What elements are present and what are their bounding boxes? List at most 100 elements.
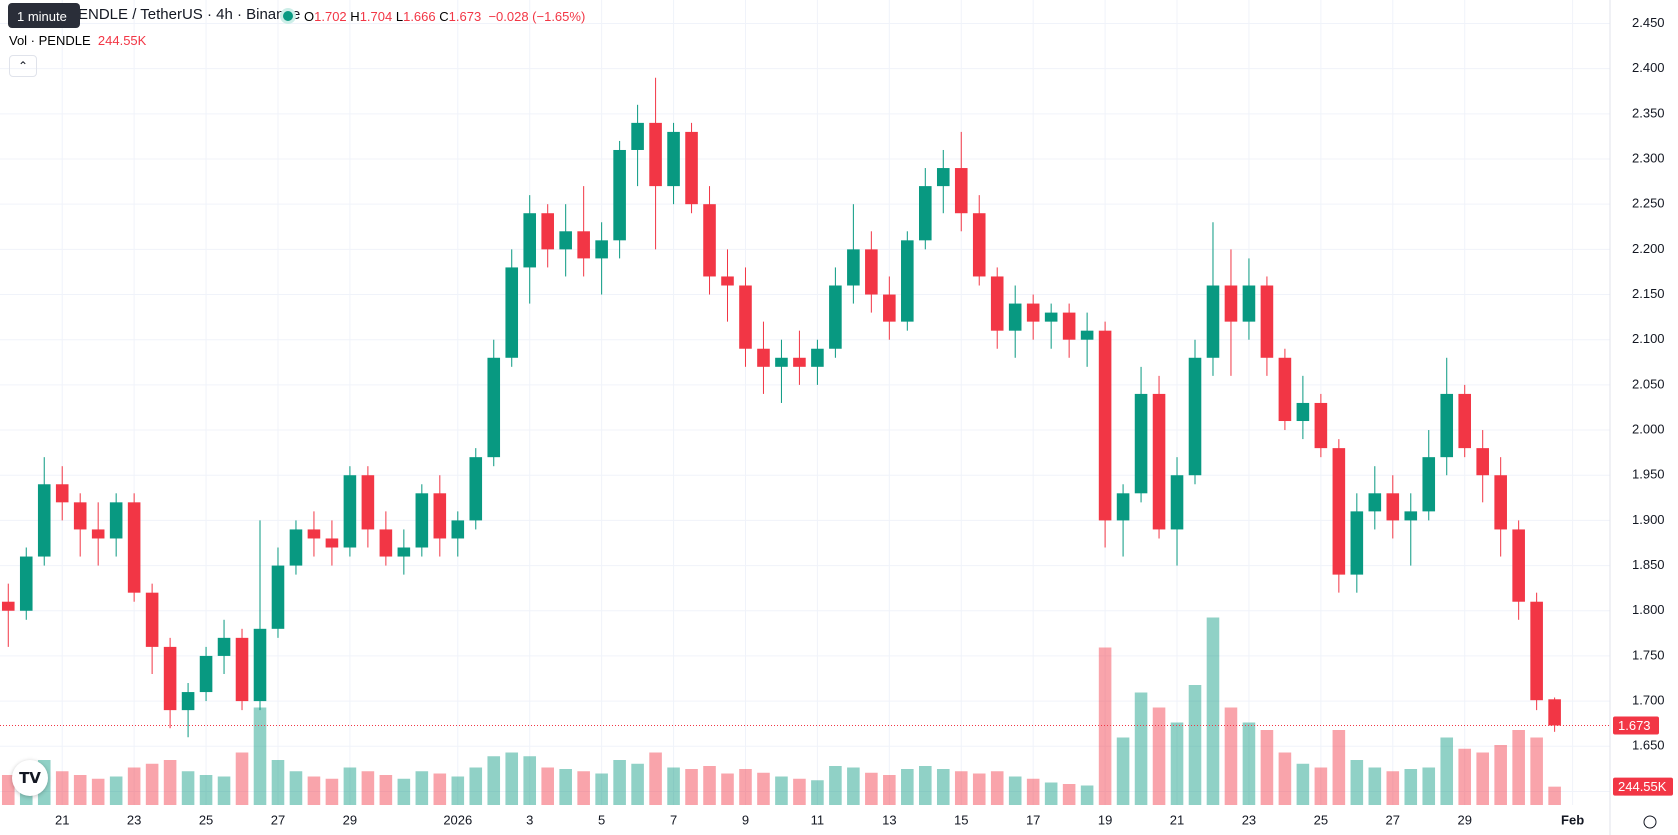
y-tick-label: 2.000	[1632, 421, 1665, 436]
candle-body	[1476, 448, 1489, 476]
collapse-button[interactable]: ⌃	[9, 55, 37, 77]
candle-body	[19, 556, 33, 611]
candle-body	[972, 213, 986, 277]
volume-bar	[73, 775, 87, 805]
volume-bar	[1134, 692, 1148, 805]
volume-label-box	[1613, 777, 1673, 796]
candle-body	[1026, 303, 1040, 322]
volume-bar	[1350, 760, 1364, 805]
volume-bar	[1170, 722, 1184, 805]
candle-body	[55, 484, 69, 503]
candle-body	[1044, 312, 1058, 322]
candle-body	[1, 601, 15, 611]
candle-body	[1368, 493, 1382, 512]
volume-bar	[1116, 737, 1130, 805]
x-tick-label: 15	[954, 812, 968, 827]
volume-bar	[883, 775, 896, 805]
candle-body	[1332, 448, 1346, 575]
volume-bar	[1476, 752, 1489, 805]
candle-body	[523, 213, 537, 268]
candle-body	[1404, 511, 1418, 521]
y-tick-label: 2.100	[1632, 331, 1665, 346]
logo[interactable]: TV	[12, 760, 48, 796]
volume-bar	[631, 763, 644, 805]
volume-bar	[523, 756, 537, 805]
volume-bar	[1512, 730, 1525, 805]
candle-body	[163, 646, 177, 711]
candle-body	[289, 529, 303, 566]
y-tick-label: 2.400	[1632, 60, 1665, 75]
volume-bar	[127, 767, 141, 805]
candle-body	[595, 240, 608, 259]
volume-bar	[990, 771, 1004, 805]
candle-body	[145, 592, 159, 647]
candle-body	[325, 538, 339, 548]
volume-legend: Vol · PENDLE 244.55K	[9, 33, 146, 48]
candle-body	[1206, 285, 1220, 358]
y-tick-label: 1.700	[1632, 693, 1665, 708]
volume-bar	[1062, 784, 1076, 805]
candle-body	[847, 249, 860, 286]
candle-body	[1314, 402, 1328, 449]
volume-bar	[1368, 767, 1382, 805]
x-tick-label: 7	[670, 812, 677, 827]
volume-bar	[757, 772, 770, 805]
last-price-label: 1.673	[1618, 718, 1651, 733]
volume-bar	[1224, 707, 1238, 805]
volume-bar	[361, 771, 375, 805]
candle-body	[1512, 529, 1525, 602]
volume-bar	[397, 778, 411, 805]
volume-bar	[1242, 722, 1256, 805]
y-tick-label: 1.900	[1632, 512, 1665, 527]
volume-bar	[505, 752, 519, 805]
candle-body	[1062, 312, 1076, 340]
y-tick-label: 2.200	[1632, 241, 1665, 256]
x-tick-label: 29	[343, 812, 357, 827]
x-tick-label: 13	[882, 812, 896, 827]
candle-body	[361, 475, 375, 530]
candle-body	[487, 357, 501, 458]
candle-body	[397, 547, 411, 557]
status-dot	[283, 11, 293, 21]
candle-body	[217, 637, 231, 656]
y-tick-label: 2.150	[1632, 286, 1665, 301]
candle-body	[703, 204, 716, 277]
candle-body	[1116, 493, 1130, 521]
candle-body	[1278, 357, 1292, 422]
open-value: 1.702	[314, 9, 347, 24]
volume-bar	[972, 773, 986, 805]
volume-bar	[936, 769, 950, 805]
x-tick-label: 23	[127, 812, 141, 827]
candle-body	[865, 249, 878, 295]
candle-body	[1224, 285, 1238, 322]
y-tick-label: 2.450	[1632, 15, 1665, 30]
volume-bar	[559, 769, 572, 805]
y-tick-label: 2.250	[1632, 196, 1665, 211]
y-tick-label: 2.050	[1632, 376, 1665, 391]
tooltip-box	[8, 3, 80, 28]
x-tick-label: 21	[55, 812, 69, 827]
x-tick-label: 25	[199, 812, 213, 827]
candle-body	[1152, 393, 1166, 530]
candle-body	[469, 457, 483, 521]
volume-bar	[1548, 786, 1561, 805]
x-tick-label: 2026	[443, 812, 472, 827]
settings-icon	[1643, 815, 1657, 829]
volume-bar	[199, 775, 213, 805]
volume-bar	[415, 771, 429, 805]
candle-body	[1008, 303, 1022, 331]
volume-bar	[433, 773, 447, 805]
candle-body	[1422, 457, 1436, 512]
volume-bar	[829, 766, 842, 805]
y-tick-label: 1.800	[1632, 602, 1665, 617]
volume-bar	[1008, 776, 1022, 805]
x-tick-label: 3	[526, 812, 533, 827]
volume-bar	[865, 772, 878, 805]
volume-bar	[1026, 778, 1040, 805]
y-tick-label: 2.300	[1632, 150, 1665, 165]
candle-body	[559, 231, 572, 250]
candle-body	[739, 285, 752, 349]
candle-body	[109, 502, 123, 539]
candle-body	[1134, 393, 1148, 494]
volume-bar	[1404, 769, 1418, 805]
